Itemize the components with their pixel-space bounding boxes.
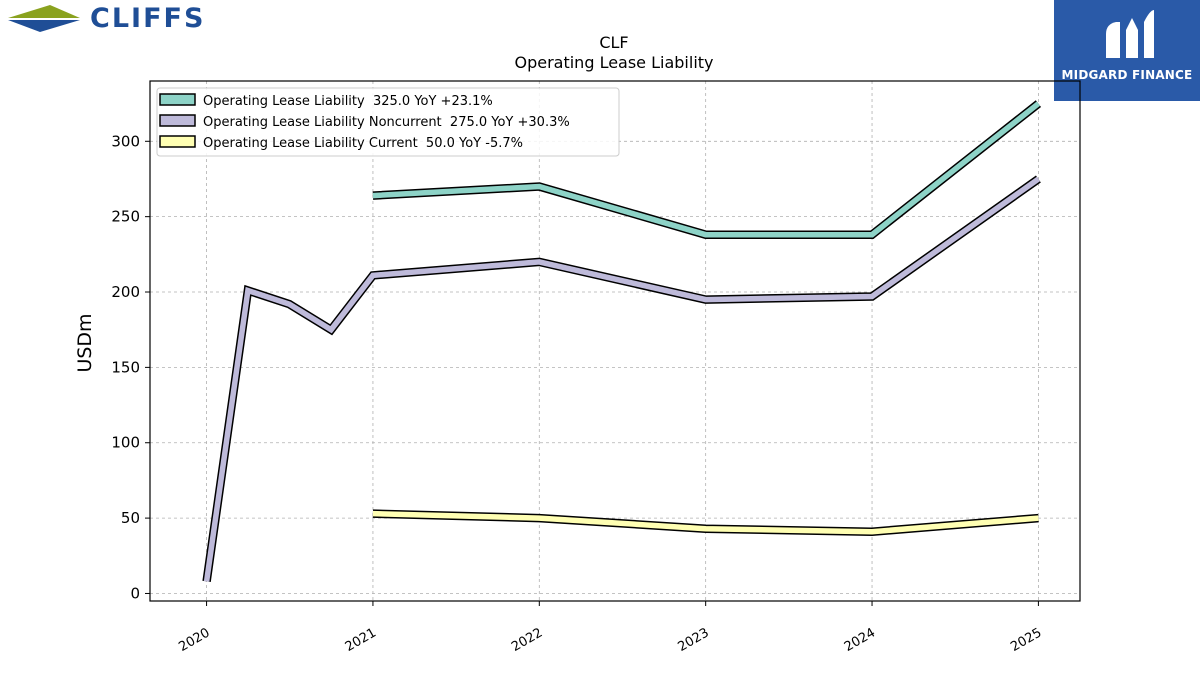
y-tick-label: 0 — [130, 584, 140, 602]
x-tick-label: 2021 — [343, 625, 379, 655]
cliffs-logo-mark — [8, 5, 80, 32]
legend-swatch — [159, 93, 196, 106]
cliffs-logo: CLIFFS — [6, 2, 246, 36]
chart-title: CLF — [599, 33, 628, 52]
y-tick-label: 250 — [111, 208, 140, 226]
x-tick-label: 2022 — [509, 625, 545, 655]
legend-entry: Operating Lease Liability Current 50.0 Y… — [203, 136, 523, 151]
midgard-logo-mark — [1106, 10, 1154, 58]
midgard-logo-text: MIDGARD FINANCE — [1061, 68, 1193, 82]
series-line — [372, 100, 1042, 239]
legend-entry: Operating Lease Liability Noncurrent 275… — [203, 115, 570, 130]
y-tick-label: 50 — [121, 509, 140, 527]
y-tick-label: 150 — [111, 358, 140, 376]
chart-subtitle: Operating Lease Liability — [514, 53, 713, 72]
grid — [150, 81, 1080, 601]
legend-entry: Operating Lease Liability 325.0 YoY +23.… — [203, 94, 493, 109]
y-tick-label: 200 — [111, 283, 140, 301]
plot-frame — [149, 80, 1081, 602]
x-tick-label: 2023 — [676, 625, 712, 655]
x-tick-label: 2024 — [842, 625, 878, 655]
legend-swatch — [159, 135, 196, 148]
x-tick-label: 2020 — [176, 625, 212, 655]
y-tick-label: 300 — [111, 132, 140, 150]
x-tick-label: 2025 — [1008, 625, 1044, 655]
midgard-finance-logo: MIDGARD FINANCE — [1054, 0, 1200, 101]
y-tick-label: 100 — [111, 434, 140, 452]
legend-swatch — [159, 114, 196, 127]
series-layer — [202, 100, 1042, 582]
series-line — [372, 509, 1039, 536]
cliffs-logo-text: CLIFFS — [90, 3, 206, 34]
series-path — [203, 176, 1040, 582]
series-path — [372, 510, 1039, 535]
legend: Operating Lease Liability 325.0 YoY +23.… — [156, 87, 620, 157]
legend-box — [156, 87, 620, 157]
series-line — [202, 175, 1041, 582]
y-axis-label: USDm — [74, 313, 96, 372]
series-path — [372, 101, 1041, 238]
